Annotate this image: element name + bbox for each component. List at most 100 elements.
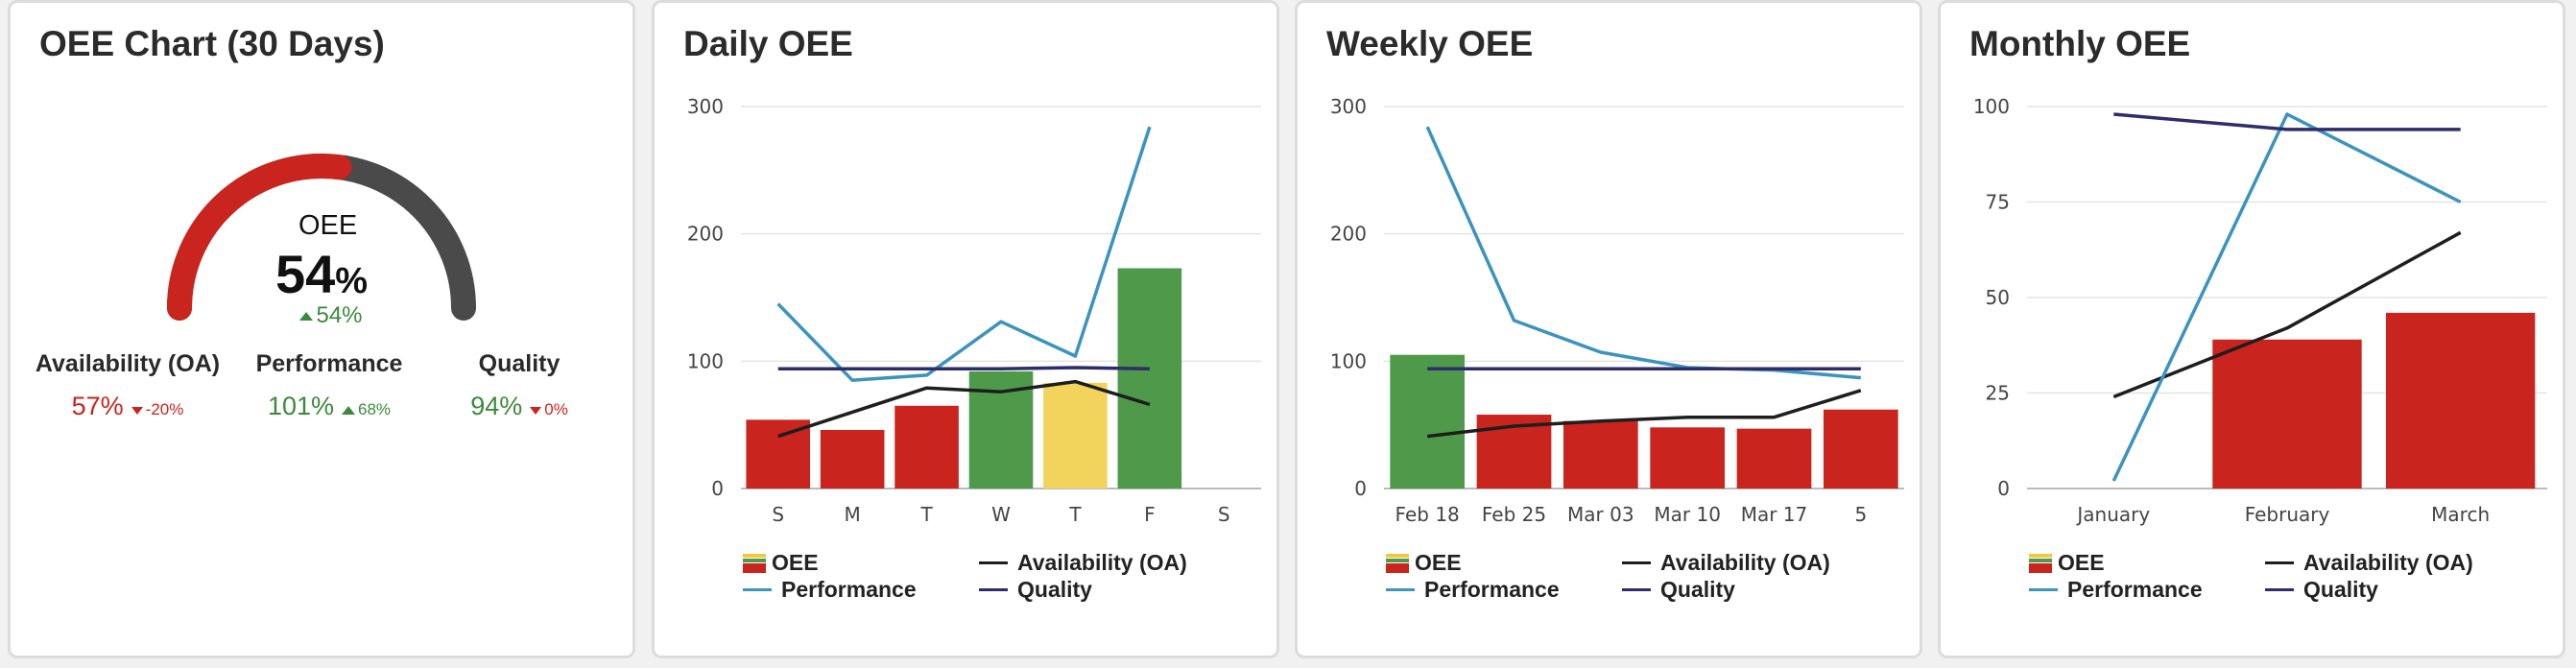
weekly-oee-card: Weekly OEE 0 100 200 300 Feb 18 Feb 25 Mar 03 M…: [1295, 0, 1922, 658]
monthly-oee-chart: 0 25 50 75 100 January February March: [1973, 95, 2547, 526]
y-tick-label: 200: [1330, 223, 1367, 246]
x-tick-label: February: [2245, 503, 2330, 526]
legend-oee[interactable]: OEE: [1386, 550, 1462, 576]
oee-bar: [2212, 339, 2362, 489]
legend-quality[interactable]: Quality: [1622, 577, 1735, 603]
availability-oa-line: [1426, 389, 1862, 439]
metric-values: 101% 68%: [214, 392, 444, 421]
gauge-trend-value: 54%: [316, 302, 363, 328]
oee-swatch-icon: [743, 553, 766, 573]
card-title: OEE Chart (30 Days): [39, 24, 385, 63]
x-tick-label: S: [772, 503, 784, 526]
legend-quality[interactable]: Quality: [2265, 577, 2378, 603]
metric-name: Quality: [478, 350, 561, 377]
metric-value: 94%: [470, 392, 523, 420]
legend-performance[interactable]: Performance: [2029, 577, 2203, 603]
weekly-oee-chart: 0 100 200 300 Feb 18 Feb 25 Mar 03 Mar 10 Mar 17…: [1330, 95, 1904, 526]
legend-oee[interactable]: OEE: [743, 550, 819, 576]
oee-bar: [1390, 354, 1466, 489]
trend-up-icon: [299, 312, 314, 322]
oee-swatch-icon: [1386, 553, 1409, 573]
card-title: Daily OEE: [683, 24, 853, 63]
legend-availability[interactable]: Availability (OA): [2265, 550, 2473, 576]
y-tick-label: 0: [1354, 477, 1367, 500]
oee-bar: [1736, 428, 1812, 489]
y-tick-label: 0: [1997, 477, 2010, 500]
oee-swatch-icon: [2029, 553, 2052, 573]
metric-availability: Availability (OA) 57% -20%: [12, 350, 243, 421]
legend-label: Quality: [1660, 577, 1735, 602]
legend-availability[interactable]: Availability (OA): [979, 550, 1187, 576]
legend-label: Quality: [2303, 577, 2378, 602]
gauge-svg: [167, 154, 476, 321]
oee-bar: [1117, 268, 1182, 489]
x-tick-label: T: [919, 503, 933, 526]
legend-availability[interactable]: Availability (OA): [1622, 550, 1830, 576]
legend-performance[interactable]: Performance: [743, 577, 917, 603]
x-tick-label: T: [1068, 503, 1082, 526]
line-swatch-icon: [1622, 561, 1651, 564]
line-swatch-icon: [1386, 588, 1415, 591]
gauge-value: 54%: [226, 243, 417, 305]
gauge-value-percent: %: [335, 261, 369, 301]
line-swatch-icon: [2265, 561, 2294, 564]
delta-down-icon: [530, 406, 542, 415]
x-tick-label: W: [991, 503, 1011, 526]
metric-values: 57% -20%: [12, 392, 243, 421]
oee-bar: [1650, 427, 1726, 489]
line-swatch-icon: [743, 588, 772, 591]
gauge-trend: 54%: [283, 302, 379, 329]
legend-label: Performance: [2067, 577, 2203, 602]
delta-down-icon: [131, 406, 143, 415]
legend-label: Performance: [1424, 577, 1560, 602]
line-swatch-icon: [979, 561, 1008, 564]
performance-line: [2111, 112, 2462, 482]
line-swatch-icon: [979, 588, 1008, 591]
delta-up-icon: [342, 406, 356, 416]
gauge-label: OEE: [298, 210, 358, 241]
metric-value: 101%: [267, 392, 335, 420]
card-title: Monthly OEE: [1969, 24, 2191, 63]
availability-oa-line: [777, 379, 1151, 439]
quality-line: [777, 366, 1150, 371]
metric-name: Performance: [255, 350, 403, 377]
legend-quality[interactable]: Quality: [979, 577, 1092, 603]
legend-label: Quality: [1017, 577, 1092, 602]
metric-delta-value: 0%: [544, 400, 568, 418]
monthly-oee-card: Monthly OEE 0 25 50 75 100 January February Mar…: [1938, 0, 2565, 658]
x-tick-label: March: [2431, 503, 2490, 526]
oee-bar: [746, 419, 811, 489]
y-tick-label: 50: [1986, 286, 2010, 309]
x-tick-label: January: [2075, 503, 2150, 526]
oee-bar: [1043, 382, 1108, 489]
oee-bar: [1562, 420, 1638, 489]
oee-bar: [894, 405, 959, 489]
legend-label: Availability (OA): [2303, 550, 2473, 575]
y-tick-label: 25: [1986, 382, 2010, 405]
y-tick-label: 300: [1330, 95, 1367, 118]
metric-name: Availability (OA): [35, 350, 221, 377]
daily-oee-card: Daily OEE 0 100 200 300 S M T W T F S OEE Availabi…: [652, 0, 1279, 658]
line-swatch-icon: [2029, 588, 2058, 591]
legend-performance[interactable]: Performance: [1386, 577, 1560, 603]
metric-delta-value: 68%: [358, 400, 392, 418]
y-tick-label: 100: [1973, 95, 2010, 118]
y-tick-label: 75: [1986, 191, 2010, 214]
x-tick-label: Mar 17: [1741, 503, 1808, 526]
oee-gauge-card: OEE Chart (30 Days) OEE 54% 54% Availabi…: [8, 0, 635, 658]
legend-oee[interactable]: OEE: [2029, 550, 2105, 576]
metric-value: 57%: [71, 392, 124, 420]
x-tick-label: Mar 03: [1567, 503, 1634, 526]
legend-label: OEE: [772, 550, 819, 575]
metric-performance: Performance 101% 68%: [214, 350, 444, 421]
metric-delta: 68%: [342, 400, 391, 418]
line-swatch-icon: [2265, 588, 2294, 591]
legend-label: OEE: [2058, 550, 2105, 575]
x-tick-label: 5: [1854, 503, 1867, 526]
metric-quality: Quality 94% 0%: [404, 350, 634, 421]
quality-line: [2113, 112, 2461, 131]
legend-label: Availability (OA): [1017, 550, 1187, 575]
metric-delta-value: -20%: [145, 400, 184, 418]
availability-oa-line: [2112, 230, 2462, 399]
legend-label: Performance: [781, 577, 917, 602]
